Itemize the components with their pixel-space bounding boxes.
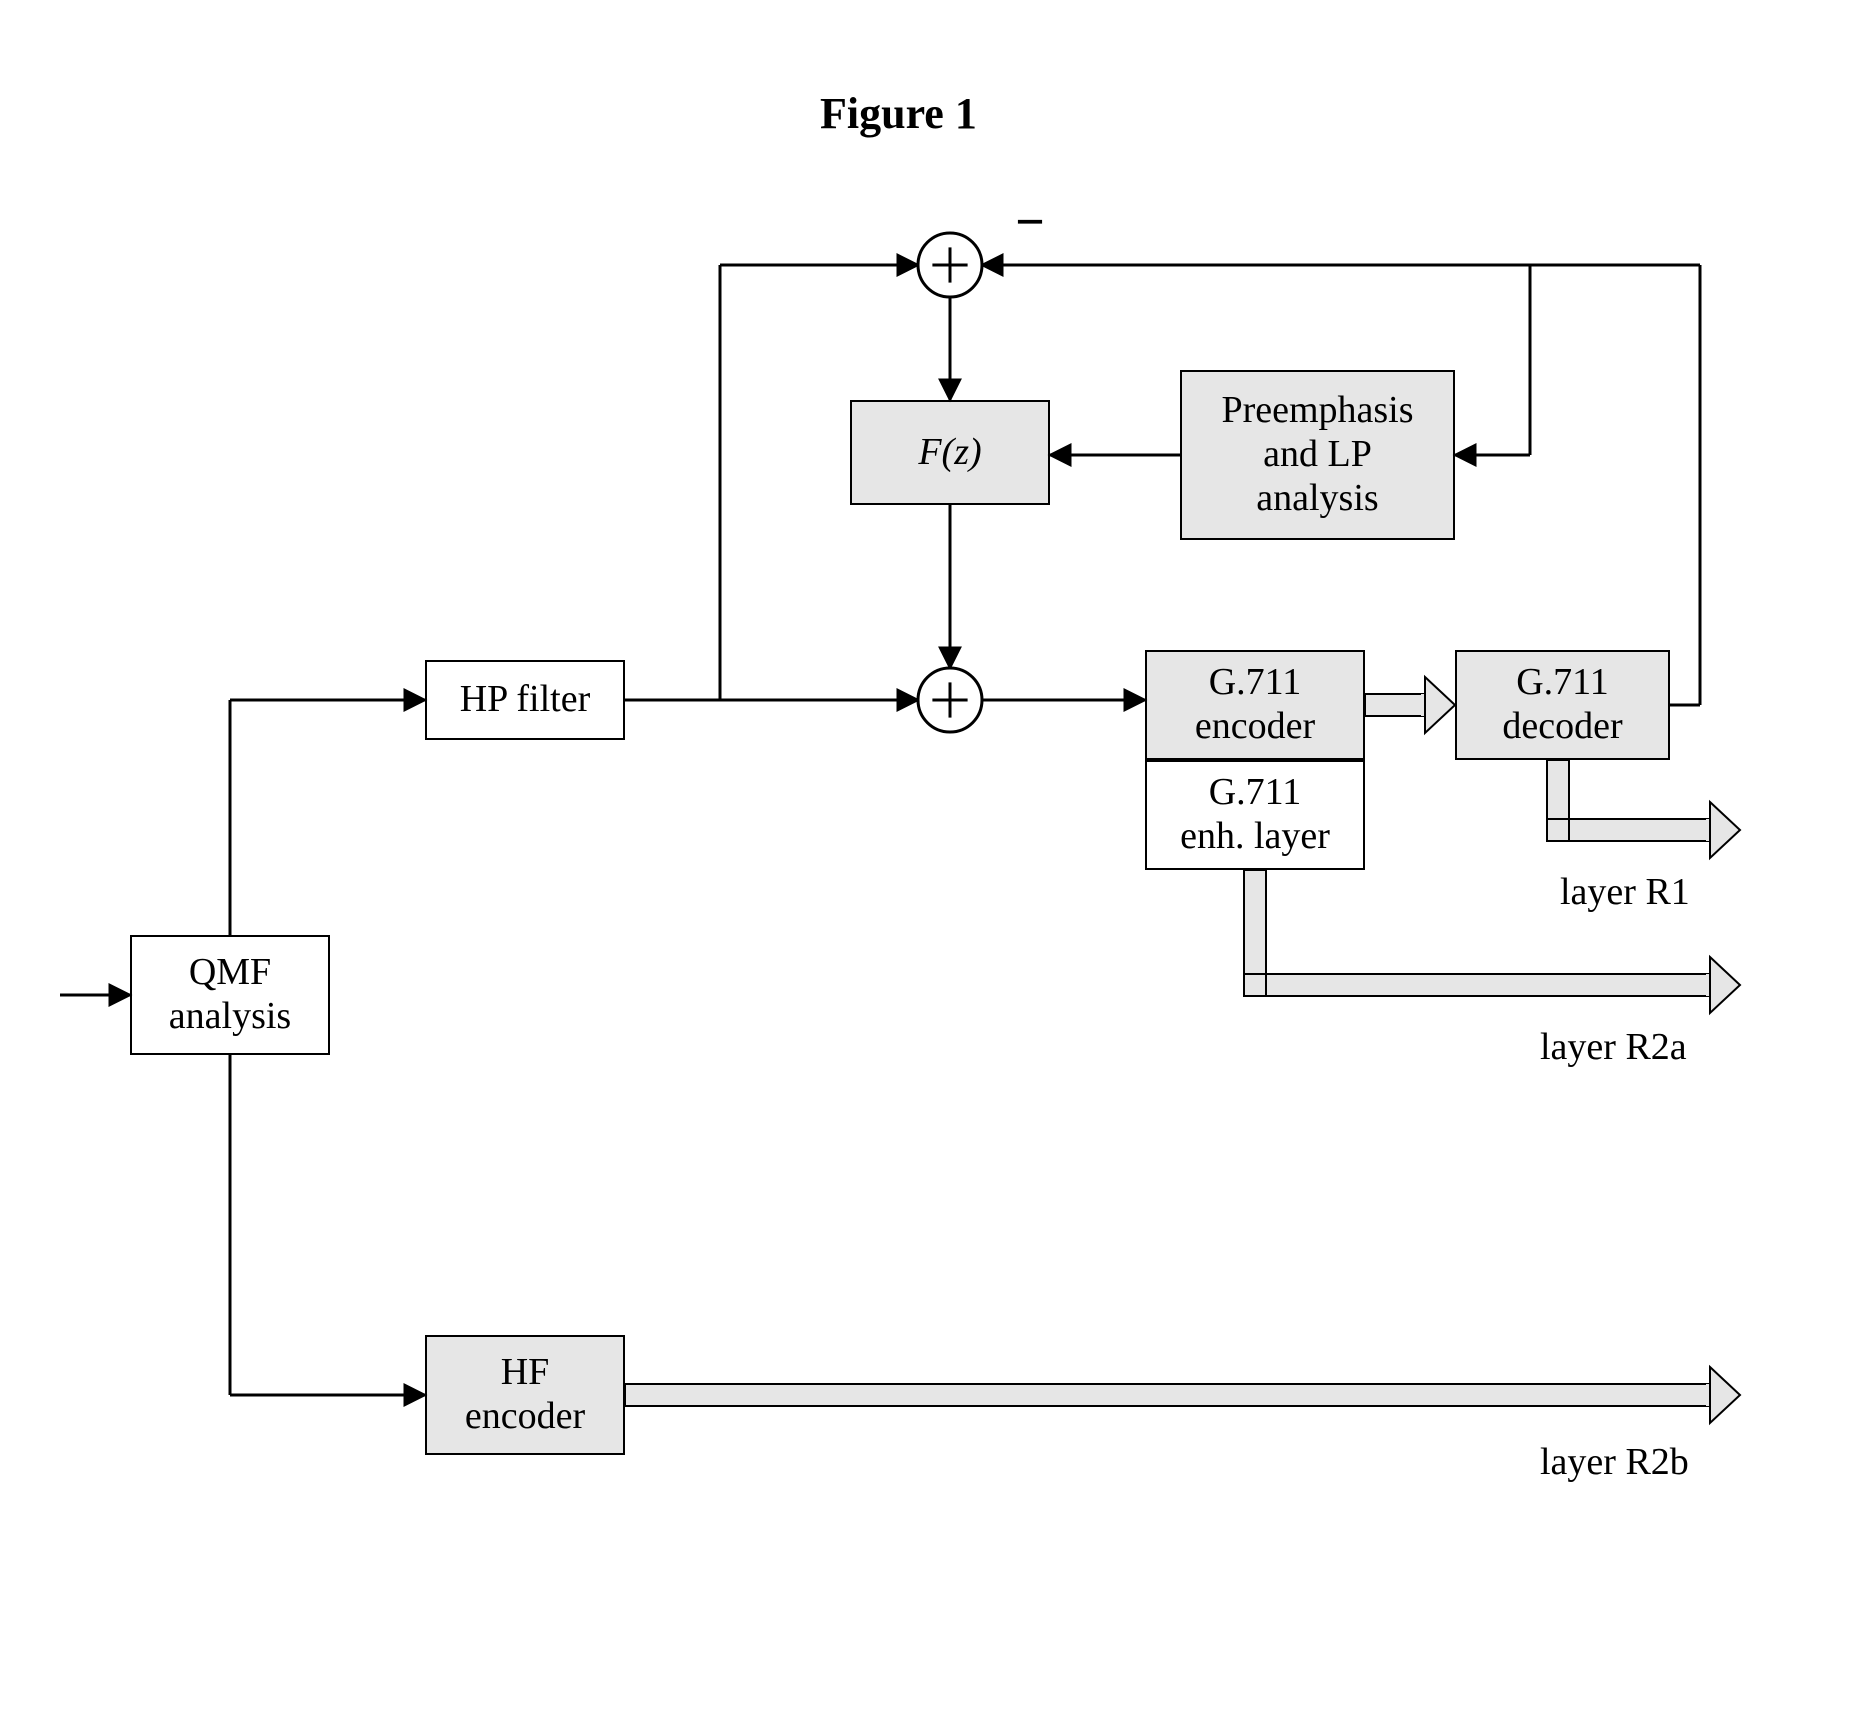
thick-edge-enc-dec bbox=[1365, 677, 1455, 733]
node-fz-label: F(z) bbox=[918, 431, 981, 475]
node-qmf-analysis: QMFanalysis bbox=[130, 935, 330, 1055]
figure-title: Figure 1 bbox=[820, 88, 977, 139]
node-fz-filter: F(z) bbox=[850, 400, 1050, 505]
node-g711-decoder-label: G.711decoder bbox=[1502, 661, 1622, 748]
node-hf-label: HFencoder bbox=[465, 1351, 585, 1438]
thick-edge-r2b bbox=[625, 1367, 1740, 1423]
node-hf-encoder: HFencoder bbox=[425, 1335, 625, 1455]
minus-sign: − bbox=[1015, 194, 1045, 251]
node-g711-decoder: G.711decoder bbox=[1455, 650, 1670, 760]
thick-edge-r1 bbox=[1547, 760, 1740, 858]
sum-node-sum_mid bbox=[918, 668, 982, 732]
node-hp-label: HP filter bbox=[460, 678, 591, 722]
node-g711-encoder-label: G.711encoder bbox=[1195, 661, 1315, 748]
node-g711-enh-label: G.711enh. layer bbox=[1180, 771, 1330, 858]
output-label-r2b: layer R2b bbox=[1540, 1440, 1689, 1484]
node-hp-filter: HP filter bbox=[425, 660, 625, 740]
sum-node-sum_top bbox=[918, 233, 982, 297]
output-label-r1: layer R1 bbox=[1560, 870, 1690, 914]
output-label-r2a: layer R2a bbox=[1540, 1025, 1687, 1069]
node-preemphasis: Preemphasisand LPanalysis bbox=[1180, 370, 1455, 540]
node-qmf-label: QMFanalysis bbox=[169, 951, 291, 1038]
node-g711-encoder: G.711encoder bbox=[1145, 650, 1365, 760]
node-g711-enh-layer: G.711enh. layer bbox=[1145, 760, 1365, 870]
node-pre-label: Preemphasisand LPanalysis bbox=[1221, 389, 1413, 520]
